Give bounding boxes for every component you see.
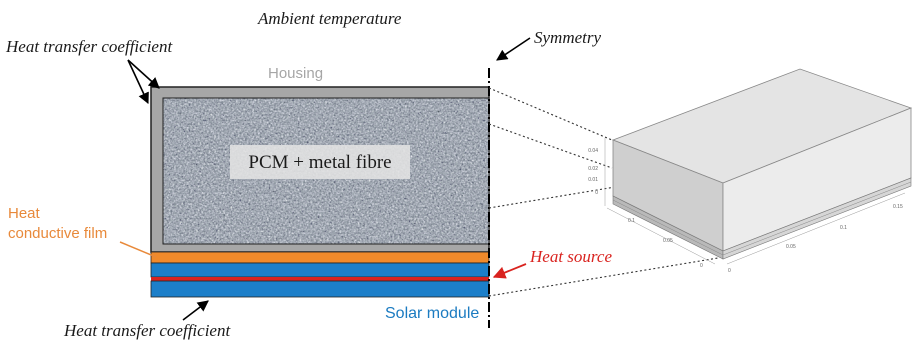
cross-section: PCM + metal fibre	[150, 68, 490, 328]
ambient-temperature-label: Ambient temperature	[257, 9, 402, 28]
tick-label: 0.02	[588, 166, 598, 172]
tick-label: 0.01	[588, 177, 598, 183]
symmetry-label: Symmetry	[534, 28, 601, 47]
heat-conductive-film	[150, 251, 490, 264]
solar-module-label: Solar module	[385, 305, 479, 322]
projection-lines	[488, 87, 719, 297]
heat-transfer-coefficient-bottom-label: Heat transfer coefficient	[63, 321, 231, 340]
heat-transfer-coefficient-top-label: Heat transfer coefficient	[5, 37, 173, 56]
heat-conductive-film-label-line1: Heat	[8, 205, 41, 222]
heat-conductive-film-label-line2: conductive film	[8, 225, 107, 242]
symmetry-arrow	[496, 37, 531, 61]
solar-module-upper	[150, 262, 490, 278]
heat-source-arrow	[492, 263, 527, 279]
heat-source-label: Heat source	[529, 247, 612, 266]
solar-module-lower	[150, 280, 490, 298]
tick-label: 0.15	[893, 204, 903, 210]
axis-depth	[606, 207, 716, 265]
axis-width	[726, 192, 906, 265]
film-leader-line	[119, 241, 157, 258]
tick-label: 0.1	[840, 225, 847, 231]
pcm-label: PCM + metal fibre	[248, 152, 391, 173]
tick-label: 0.05	[663, 238, 673, 244]
tick-label: 0	[700, 263, 703, 269]
tick-label: 0	[728, 268, 731, 274]
htc-top-arrow-1	[127, 59, 160, 89]
3d-model: 0.04 0.02 0.01 0 0.1 0.05 0 0.15 0.1 0.0…	[588, 68, 913, 274]
tick-label: 0.1	[628, 218, 635, 224]
heat-source-layer	[151, 277, 489, 281]
pcm-label-box	[230, 145, 410, 179]
tick-label: 0.05	[786, 244, 796, 250]
tick-label: 0	[595, 190, 598, 196]
tick-label: 0.04	[588, 148, 598, 154]
htc-bottom-arrow	[182, 300, 209, 321]
htc-top-arrow-2	[127, 59, 149, 105]
housing-label: Housing	[268, 65, 323, 82]
